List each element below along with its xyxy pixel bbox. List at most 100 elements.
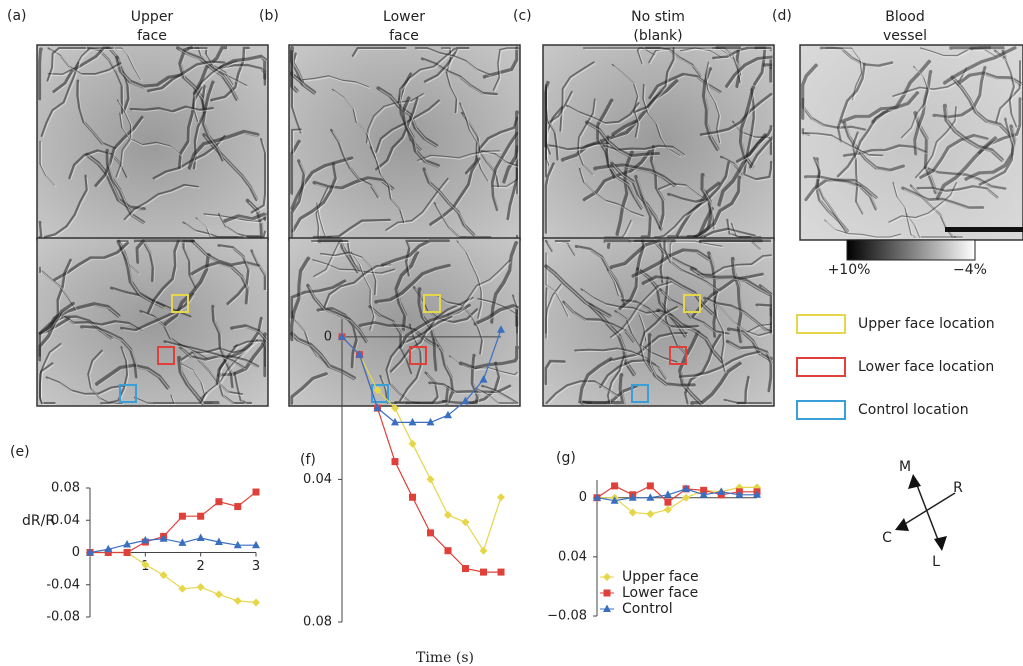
vessel-highlight	[333, 90, 378, 160]
point	[663, 490, 672, 498]
legend-marker	[603, 589, 611, 597]
vessel-texture	[492, 47, 518, 91]
chart-label: (g)	[556, 450, 576, 466]
location-legend-box	[796, 400, 846, 420]
location-box	[157, 346, 175, 365]
vessel-highlight	[493, 244, 519, 324]
vessel-highlight	[293, 334, 356, 381]
vessel-texture	[978, 117, 1015, 186]
point	[338, 332, 346, 340]
vessel-highlight	[612, 242, 676, 270]
vessel-texture	[312, 218, 391, 239]
vessel-texture	[100, 346, 129, 404]
vessel-texture	[119, 292, 195, 332]
vessel-highlight	[806, 177, 878, 211]
vessel-highlight	[485, 49, 519, 79]
legend-marker	[603, 604, 611, 612]
vessel-highlight	[41, 304, 75, 362]
vessel-texture	[693, 175, 742, 239]
vessel-highlight	[204, 83, 225, 162]
point	[444, 410, 452, 419]
legend-label: Lower face	[622, 585, 698, 601]
location-legend-label: Control location	[858, 402, 969, 418]
point	[663, 505, 672, 514]
vessel-texture	[609, 281, 672, 338]
vessel-highlight	[220, 246, 251, 306]
point	[252, 488, 260, 496]
vessel-texture	[389, 315, 453, 373]
vessel-highlight	[649, 49, 724, 65]
scale-bar	[945, 227, 1023, 232]
vessel-texture	[544, 239, 554, 252]
vessel-highlight	[706, 63, 722, 145]
vessel-highlight	[720, 136, 767, 207]
vessel-highlight	[959, 74, 1022, 86]
vessel-texture	[482, 46, 519, 79]
vessel-texture	[545, 252, 569, 317]
point	[104, 544, 113, 553]
vessel-texture	[423, 46, 470, 83]
vessel-texture	[119, 112, 182, 156]
point	[497, 493, 505, 502]
vessel-texture	[375, 97, 419, 171]
vessel-highlight	[581, 359, 613, 405]
x-axis-label: Time (s)	[416, 650, 474, 666]
vessel-texture	[923, 166, 1007, 191]
panel-label: (c)	[513, 8, 532, 24]
vessel-highlight	[505, 113, 519, 184]
vessel-texture	[836, 109, 889, 178]
vessel-highlight	[547, 267, 612, 318]
vessel-highlight	[125, 185, 200, 222]
vessel-highlight	[547, 362, 566, 386]
vessel-highlight	[468, 356, 480, 405]
vessel-highlight	[693, 269, 772, 297]
vessel-highlight	[117, 49, 143, 82]
vessel-texture	[711, 47, 741, 84]
vessel-highlight	[751, 138, 773, 170]
compass-arrow	[908, 474, 921, 489]
vessel-texture	[559, 61, 595, 132]
vessel-texture	[888, 182, 957, 223]
vessel-texture	[374, 263, 451, 304]
point	[461, 518, 470, 527]
legend-label: Control	[622, 601, 673, 617]
vessel-texture	[116, 239, 165, 309]
vessel-texture	[490, 240, 519, 324]
vessel-highlight	[643, 86, 682, 158]
compass-label: C	[882, 530, 892, 546]
vessel-highlight	[576, 349, 657, 367]
vessel-highlight	[204, 135, 259, 202]
vessel-highlight	[48, 49, 87, 83]
x-tick-label: 3	[252, 559, 260, 574]
vessel-texture	[995, 60, 1021, 123]
vessel-highlight	[567, 104, 641, 126]
vessel-highlight	[195, 49, 229, 95]
vessel-highlight	[461, 348, 519, 371]
vessel-highlight	[647, 49, 703, 78]
vessel-texture	[211, 304, 235, 389]
point	[178, 512, 186, 520]
y-tick-label: 0	[72, 545, 80, 560]
vessel-highlight	[49, 49, 123, 76]
vessel-texture	[654, 199, 708, 238]
series-line	[341, 336, 502, 553]
vessel-highlight	[665, 242, 720, 293]
vessel-highlight	[980, 100, 1022, 155]
point	[178, 538, 187, 546]
point	[214, 590, 223, 599]
vessel-highlight	[448, 261, 512, 317]
y-tick-label: 0.08	[303, 615, 332, 630]
vessel-texture	[80, 325, 139, 379]
vessel-highlight	[399, 49, 457, 105]
vessel-texture	[250, 138, 266, 214]
panel-label: (a)	[7, 8, 27, 24]
point	[214, 537, 223, 546]
panel-label: (d)	[772, 8, 792, 24]
vessel-highlight	[190, 132, 260, 170]
vessel-highlight	[450, 357, 519, 377]
vessel-highlight	[804, 66, 818, 120]
vessel-highlight	[596, 166, 677, 188]
vessel-highlight	[843, 94, 920, 124]
point	[196, 533, 205, 541]
vessel-highlight	[727, 58, 773, 88]
